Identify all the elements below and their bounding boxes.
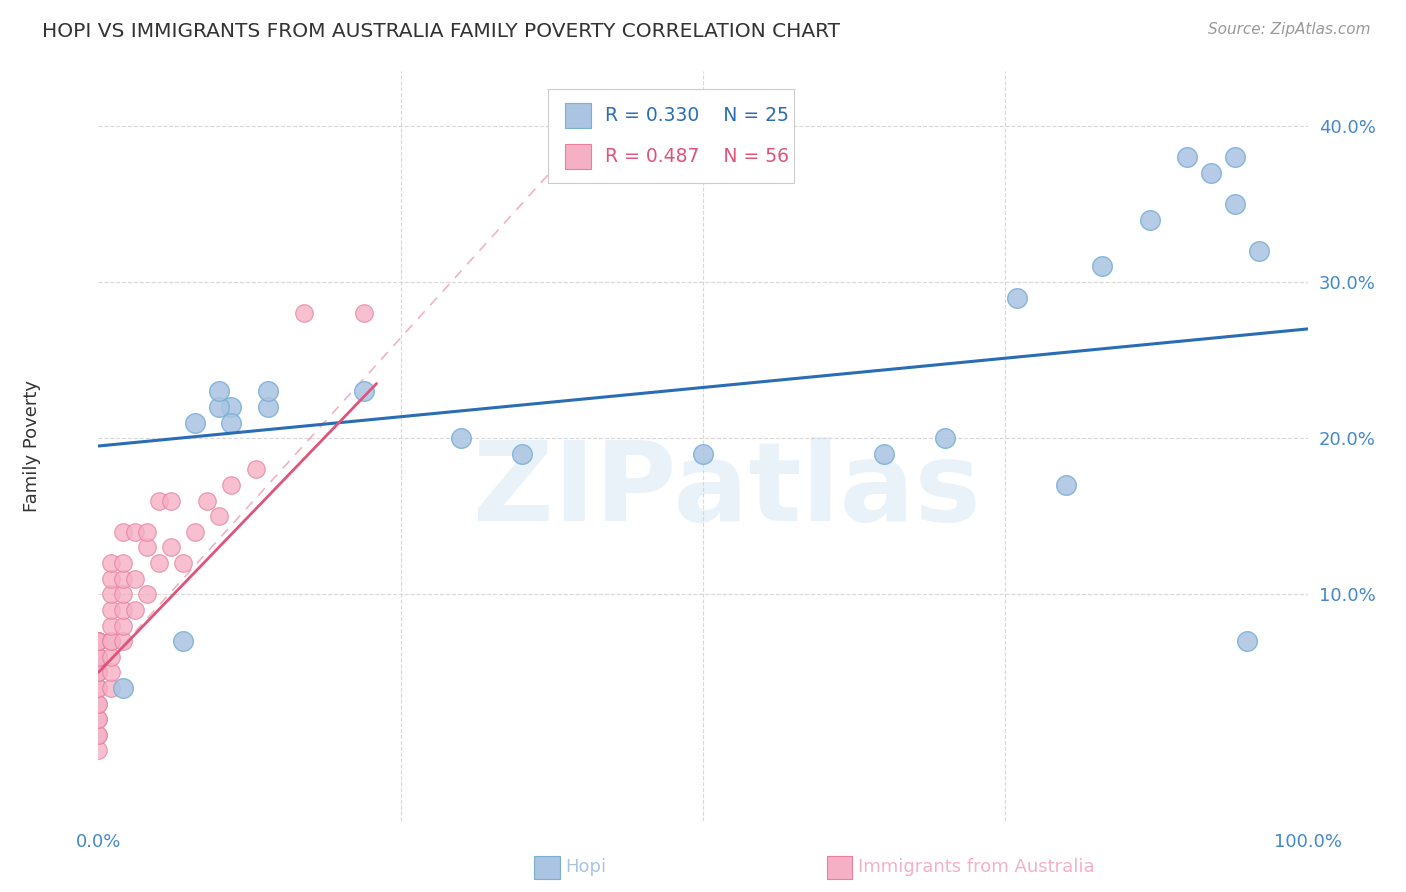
Point: [1091, 260, 1114, 274]
Point: [1175, 150, 1198, 164]
Point: [1139, 212, 1161, 227]
Point: [87, 728, 110, 742]
Point: [1223, 150, 1246, 164]
Point: [87, 712, 110, 726]
Point: [1054, 478, 1077, 492]
Point: [245, 462, 267, 476]
Point: [111, 587, 134, 601]
Point: [208, 509, 231, 524]
Point: [87, 712, 110, 726]
Point: [100, 634, 122, 648]
Point: [100, 603, 122, 617]
Point: [510, 447, 533, 461]
Point: [100, 618, 122, 632]
Point: [184, 416, 207, 430]
Point: [87, 649, 110, 664]
Text: HOPI VS IMMIGRANTS FROM AUSTRALIA FAMILY POVERTY CORRELATION CHART: HOPI VS IMMIGRANTS FROM AUSTRALIA FAMILY…: [42, 22, 841, 41]
Point: [221, 400, 243, 414]
Point: [353, 384, 375, 399]
Point: [934, 431, 956, 445]
Point: [87, 665, 110, 680]
Point: [87, 697, 110, 711]
Point: [111, 681, 134, 695]
Point: [87, 665, 110, 680]
Point: [208, 400, 231, 414]
Point: [87, 634, 110, 648]
Text: 100.0%: 100.0%: [1274, 833, 1341, 851]
Point: [148, 556, 170, 570]
Point: [124, 603, 146, 617]
Point: [87, 681, 110, 695]
Point: [100, 556, 122, 570]
Point: [111, 634, 134, 648]
Point: [208, 384, 231, 399]
Point: [87, 681, 110, 695]
Point: [135, 587, 157, 601]
Point: [87, 649, 110, 664]
Point: [1199, 166, 1222, 180]
Point: [87, 649, 110, 664]
Point: [195, 493, 218, 508]
Point: [160, 541, 183, 555]
Point: [111, 618, 134, 632]
Point: [1223, 197, 1246, 211]
Point: [148, 493, 170, 508]
Point: [172, 634, 194, 648]
Text: Immigrants from Australia: Immigrants from Australia: [858, 858, 1094, 876]
Point: [87, 728, 110, 742]
Point: [100, 681, 122, 695]
Point: [692, 447, 714, 461]
Point: [1236, 634, 1258, 648]
Point: [135, 524, 157, 539]
Point: [292, 306, 315, 320]
Point: [1007, 291, 1029, 305]
Point: [256, 400, 278, 414]
Point: [87, 634, 110, 648]
Point: [172, 556, 194, 570]
Point: [256, 384, 278, 399]
Point: [221, 416, 243, 430]
Text: R = 0.330    N = 25: R = 0.330 N = 25: [605, 106, 789, 126]
Point: [111, 556, 134, 570]
Point: [221, 478, 243, 492]
Text: Hopi: Hopi: [565, 858, 606, 876]
Point: [87, 634, 110, 648]
Point: [100, 649, 122, 664]
Point: [124, 572, 146, 586]
Point: [87, 649, 110, 664]
Point: [1249, 244, 1271, 258]
Text: ZIPatlas: ZIPatlas: [474, 437, 981, 544]
Point: [100, 572, 122, 586]
Point: [87, 634, 110, 648]
Text: Source: ZipAtlas.com: Source: ZipAtlas.com: [1208, 22, 1371, 37]
Point: [135, 541, 157, 555]
Point: [111, 603, 134, 617]
Text: R = 0.487    N = 56: R = 0.487 N = 56: [605, 146, 789, 166]
Point: [184, 524, 207, 539]
Point: [450, 431, 472, 445]
Point: [353, 306, 375, 320]
Point: [87, 743, 110, 757]
Point: [100, 665, 122, 680]
Text: 0.0%: 0.0%: [76, 833, 121, 851]
Point: [111, 524, 134, 539]
Point: [124, 524, 146, 539]
Point: [160, 493, 183, 508]
Point: [100, 634, 122, 648]
Point: [87, 665, 110, 680]
Point: [87, 634, 110, 648]
Text: Family Poverty: Family Poverty: [22, 380, 41, 512]
Point: [100, 587, 122, 601]
Point: [87, 697, 110, 711]
Point: [873, 447, 896, 461]
Point: [111, 572, 134, 586]
